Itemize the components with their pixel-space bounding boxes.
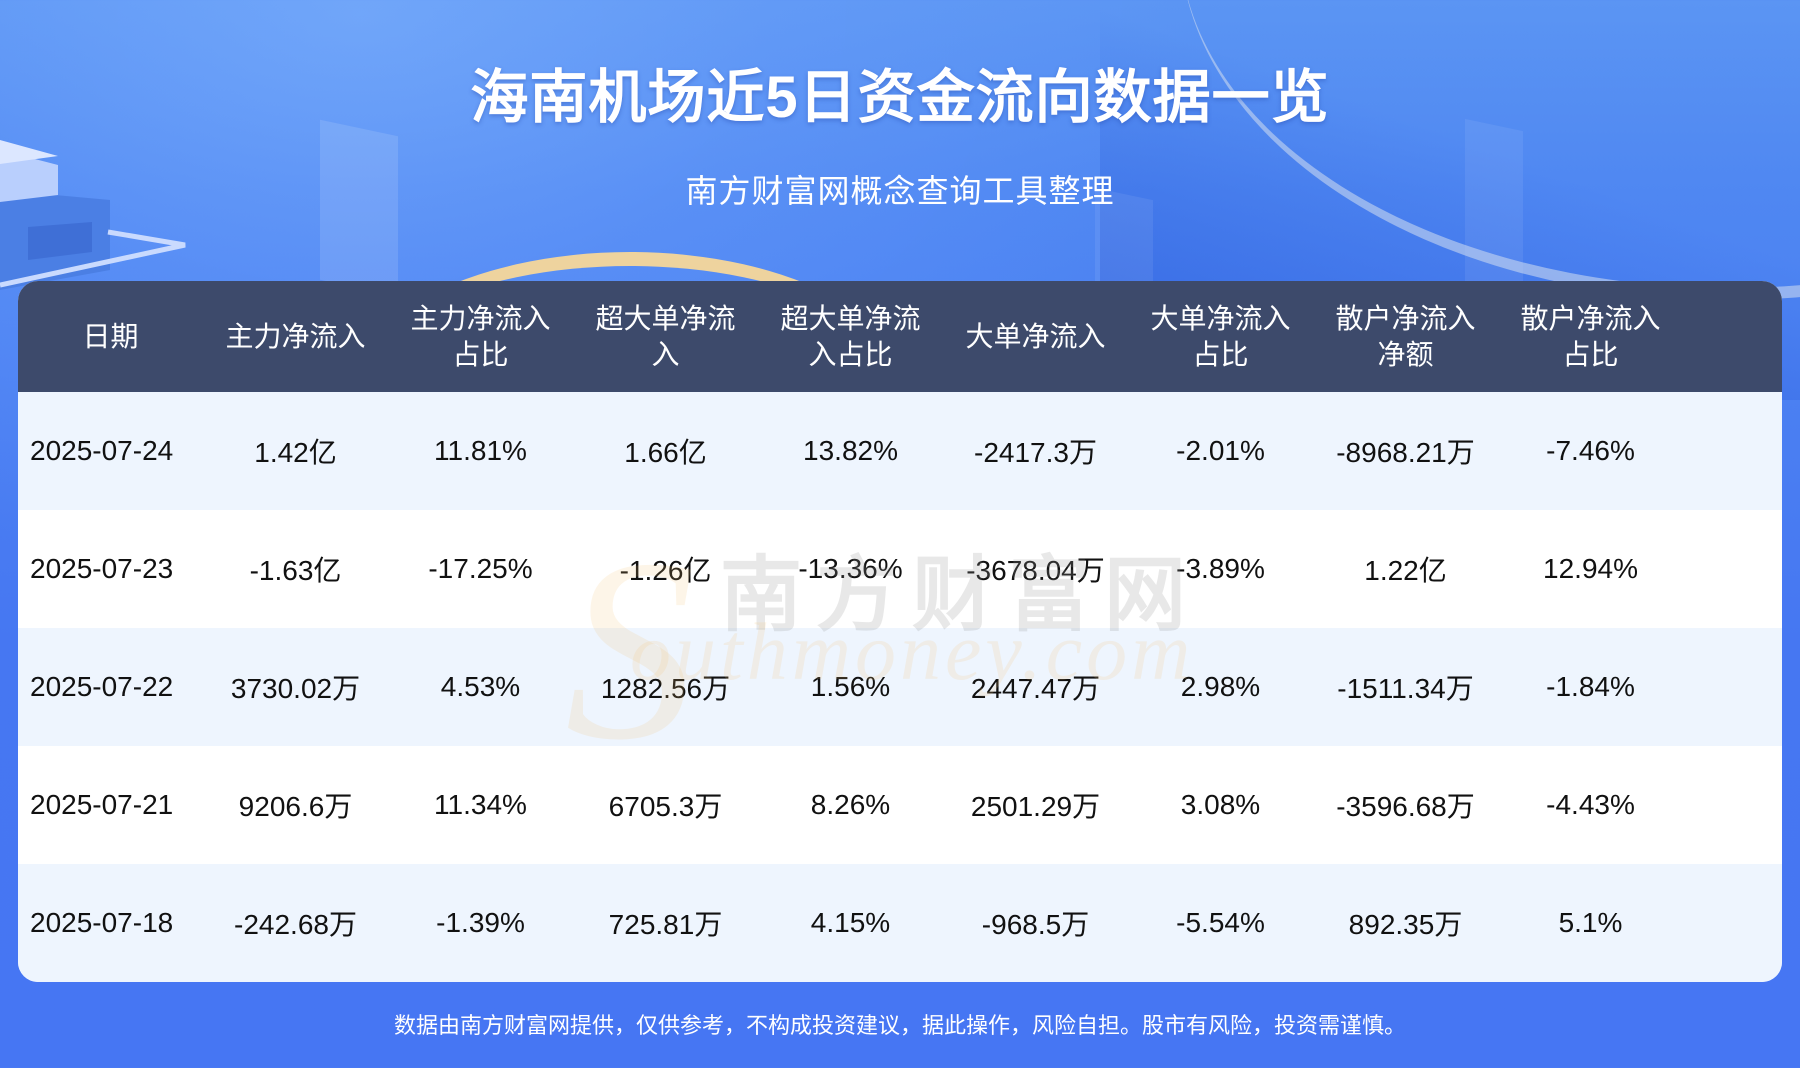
cell-retail-amount: -1511.34万 [1337,673,1474,704]
cell-main-net-inflow: 1.42亿 [254,437,337,468]
cell-large-inflow: -968.5万 [981,909,1090,940]
column-header-retail-net-amount: 散户净流入 净额 [1335,302,1476,370]
cell-large-inflow: 2501.29万 [970,791,1101,822]
column-header-retail-ratio: 散户净流入 占比 [1520,302,1661,370]
column-header-large-net-inflow: 大单净流入 [965,320,1106,352]
column-header-date: 日期 [82,320,139,352]
cell-main-ratio: 4.53% [440,671,521,702]
cell-retail-ratio: -4.43% [1546,789,1635,820]
cell-date: 2025-07-21 [30,789,174,820]
cell-super-large-inflow: 1.66亿 [624,437,707,468]
page-subtitle: 南方财富网概念查询工具整理 [685,173,1115,209]
table-row: 2025-07-21 9206.6万 11.34% 6705.3万 8.26% … [18,746,1782,864]
page-title: 海南机场近5日资金流向数据一览 [470,65,1330,130]
cell-super-large-ratio: 4.15% [810,907,891,938]
cell-retail-ratio: -1.84% [1546,671,1635,702]
column-header-large-ratio: 大单净流入 占比 [1150,302,1291,370]
cell-retail-ratio: 5.1% [1558,907,1623,938]
cell-large-ratio: -3.89% [1176,553,1265,584]
cell-large-ratio: -2.01% [1176,435,1265,466]
column-header-super-large-ratio: 超大单净流 入占比 [780,302,921,370]
cell-super-large-ratio: 1.56% [810,671,891,702]
cell-main-net-inflow: -242.68万 [234,909,357,940]
cell-large-ratio: 3.08% [1180,789,1261,820]
cell-date: 2025-07-24 [30,435,174,466]
cell-date: 2025-07-23 [30,553,174,584]
cell-date: 2025-07-18 [30,907,174,938]
cell-super-large-inflow: 725.81万 [608,909,723,940]
cell-large-inflow: -3678.04万 [966,555,1105,586]
cell-large-inflow: 2447.47万 [970,673,1101,704]
cell-retail-amount: 892.35万 [1348,909,1463,940]
column-header-main-net-inflow: 主力净流入 [225,320,366,352]
cell-super-large-ratio: 13.82% [803,435,898,466]
cell-large-ratio: 2.98% [1180,671,1261,702]
table-header-row: 日期 主力净流入 主力净流入 占比 超大单净流入 超大单净流 入占比 大单净流入 大… [18,281,1782,392]
column-header-main-net-inflow-ratio: 主力净流入 占比 [410,302,551,370]
cell-main-net-inflow: 9206.6万 [238,791,353,822]
decor-cube [0,140,186,290]
column-header-super-large-net-inflow: 超大单净流入 [595,302,736,370]
cell-main-ratio: -17.25% [428,553,533,584]
cell-super-large-ratio: -13.36% [798,553,903,584]
table-row: 2025-07-22 3730.02万 4.53% 1282.56万 1.56%… [18,628,1782,746]
cell-retail-ratio: -7.46% [1546,435,1635,466]
footer-disclaimer: 数据由南方财富网提供，仅供参考，不构成投资建议，据此操作，风险自担。股市有风险，… [393,1013,1406,1038]
cell-retail-amount: -8968.21万 [1336,437,1475,468]
cell-large-ratio: -5.54% [1176,907,1265,938]
cell-super-large-inflow: -1.26亿 [619,555,712,586]
cell-super-large-ratio: 8.26% [810,789,891,820]
table-row: 2025-07-24 1.42亿 11.81% 1.66亿 13.82% -24… [18,392,1782,510]
fund-flow-table: 日期 主力净流入 主力净流入 占比 超大单净流入 超大单净流 入占比 大单净流入 大… [18,281,1782,982]
cell-retail-ratio: 12.94% [1543,553,1638,584]
cell-main-net-inflow: 3730.02万 [230,673,361,704]
cell-large-inflow: -2417.3万 [974,437,1097,468]
cell-retail-amount: -3596.68万 [1336,791,1475,822]
cell-date: 2025-07-22 [30,671,174,702]
cell-super-large-inflow: 1282.56万 [600,673,731,704]
cell-super-large-inflow: 6705.3万 [608,791,723,822]
cell-main-ratio: 11.81% [434,435,527,466]
cell-main-ratio: 11.34% [434,789,527,820]
table-row: 2025-07-18 -242.68万 -1.39% 725.81万 4.15%… [18,864,1782,982]
table-row: 2025-07-23 -1.63亿 -17.25% -1.26亿 -13.36%… [18,510,1782,628]
cell-main-net-inflow: -1.63亿 [249,555,342,586]
cell-main-ratio: -1.39% [436,907,525,938]
cell-retail-amount: 1.22亿 [1364,555,1447,586]
